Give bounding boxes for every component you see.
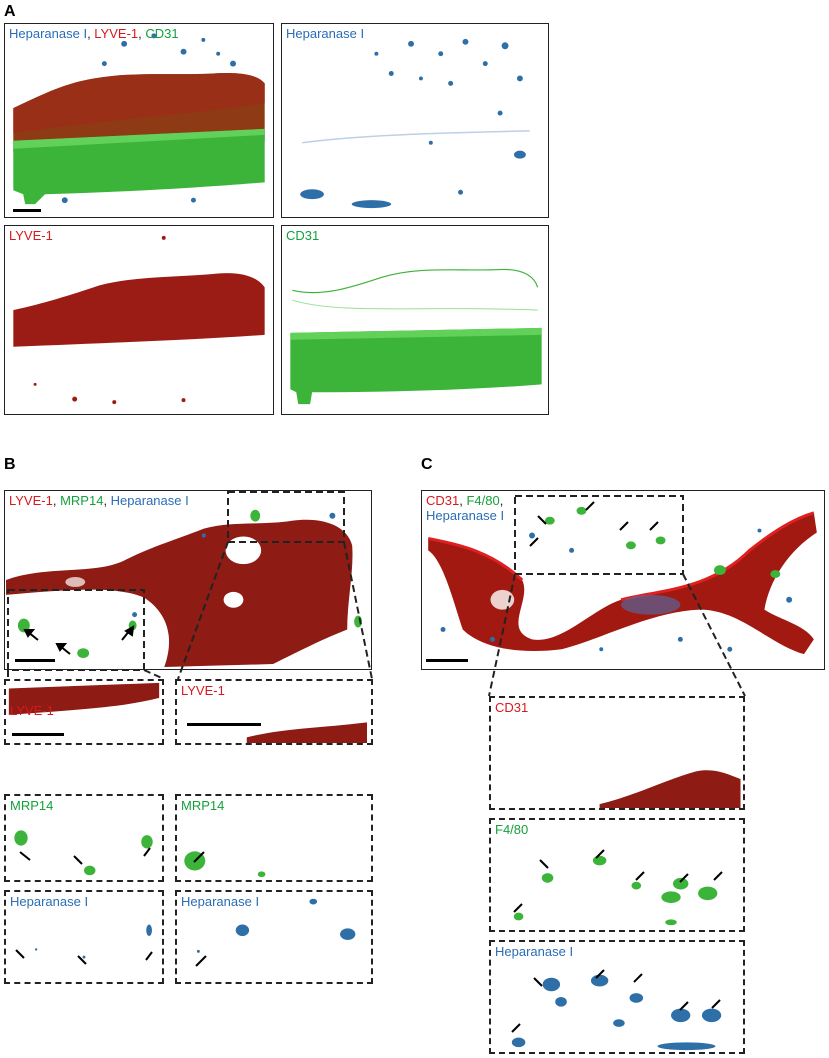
merged-micrograph-image <box>13 33 265 205</box>
panel-b-merged: LYVE-1, MRP14, Heparanase I <box>4 490 372 670</box>
panel-c-cd31: CD31 <box>489 696 745 810</box>
cd31-label: CD31 <box>286 228 320 243</box>
mrp14-label: MRP14 <box>10 798 54 813</box>
lyve1-label: LYVE-1 <box>9 228 53 243</box>
label-heparanase: Heparanase I <box>110 493 189 508</box>
heparanase-zoom-image <box>511 974 722 1051</box>
panel-letter-c: C <box>421 456 433 473</box>
lyve1-zoom-image <box>246 722 367 743</box>
panel-c-merged: CD31, F4/80, Heparanase I <box>421 490 825 670</box>
heparanase-label: Heparanase I <box>286 26 365 41</box>
label-heparanase: Heparanase I <box>426 508 505 523</box>
merged-label: Heparanase I, LYVE-1, CD31 <box>9 26 179 41</box>
panel-a-heparanase: Heparanase I <box>281 23 549 218</box>
label-cd31: CD31 <box>426 493 460 508</box>
panel-a-cd31: CD31 <box>281 225 549 415</box>
panel-b-right-lyve1: LYVE-1 <box>175 679 373 745</box>
panel-b-left-mrp14: MRP14 <box>4 794 164 882</box>
panel-c-heparanase: Heparanase I <box>489 940 745 1054</box>
panel-letter-b: B <box>4 456 16 473</box>
label-cd31: CD31 <box>145 26 179 41</box>
panel-a-merged: Heparanase I, LYVE-1, CD31 <box>4 23 274 218</box>
mrp14-label: MRP14 <box>181 798 225 813</box>
f480-zoom-image <box>513 855 718 926</box>
merged-label: CD31, F4/80, <box>426 493 504 508</box>
panel-b-right-mrp14: MRP14 <box>175 794 373 882</box>
label-lyve1: LYVE-1 <box>94 26 139 41</box>
heparanase-micrograph-image <box>300 38 530 209</box>
label-mrp14: MRP14 <box>60 493 104 508</box>
merged-label: LYVE-1, MRP14, Heparanase I <box>9 493 189 508</box>
cd31-micrograph-image <box>290 268 542 405</box>
panel-b-right-heparanase: Heparanase I <box>175 890 373 984</box>
lyve1-micrograph-image <box>13 235 265 405</box>
heparanase-label: Heparanase I <box>495 944 574 959</box>
panel-b-left-heparanase: Heparanase I <box>4 890 164 984</box>
cd31-zoom-image <box>599 770 741 808</box>
panel-c-f480: F4/80 <box>489 818 745 932</box>
heparanase-label: Heparanase I <box>181 894 260 909</box>
f480-label: F4/80 <box>495 822 529 837</box>
lyve1-zoom-image <box>8 682 160 715</box>
scale-bar <box>12 733 64 736</box>
label-lyve1: LYVE-1 <box>9 493 53 508</box>
panel-a-lyve1: LYVE-1 <box>4 225 274 415</box>
cd31-label: CD31 <box>495 700 529 715</box>
heparanase-zoom-image <box>196 898 356 953</box>
mrp14-zoom-image <box>14 830 153 876</box>
scale-bar <box>187 723 261 726</box>
scale-bar <box>15 659 55 662</box>
label-f480: F4/80 <box>466 493 500 508</box>
connector-line <box>143 669 165 680</box>
scale-bar <box>13 209 41 212</box>
lyve1-label: LYVE-1 <box>10 703 54 718</box>
heparanase-label: Heparanase I <box>10 894 89 909</box>
label-heparanase: Heparanase I <box>9 26 88 41</box>
panel-letter-a: A <box>4 3 16 20</box>
scale-bar <box>426 659 468 662</box>
merged-micrograph-image <box>6 509 363 668</box>
panel-b-left-lyve1: LYVE-1 <box>4 679 164 745</box>
lyve1-label: LYVE-1 <box>181 683 225 698</box>
